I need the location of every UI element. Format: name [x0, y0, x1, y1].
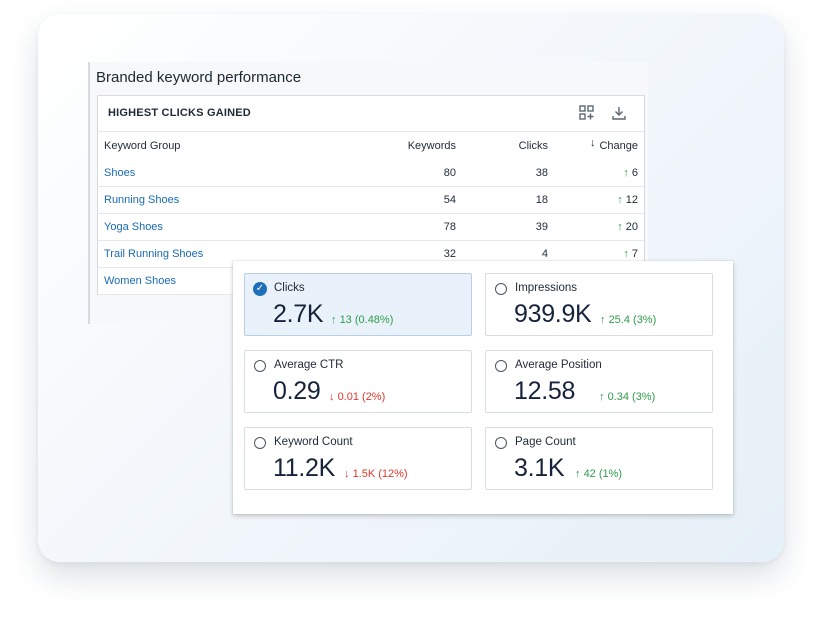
arrow-up-icon: ↑ [599, 391, 605, 403]
change-value: 20 [625, 221, 638, 233]
change-cell: ↑ 6 [554, 160, 644, 187]
col-clicks[interactable]: Clicks [518, 140, 548, 152]
change-cell: ↑ 12 [554, 186, 644, 214]
metric-card-impressions[interactable]: Impressions 939.9K ↑ 25.4 (3%) [485, 273, 713, 336]
arrow-up-icon: ↑ [617, 221, 623, 233]
radio-button[interactable] [254, 437, 266, 449]
metric-card-average-ctr[interactable]: Average CTR 0.29 ↓ 0.01 (2%) [244, 350, 472, 413]
keyword-group-link[interactable]: Running Shoes [104, 194, 180, 206]
table-row[interactable]: Running Shoes 54 18 ↑ 12 [98, 186, 644, 214]
metric-change-value: 0.01 (2%) [337, 391, 386, 403]
keywords-cell: 54 [350, 186, 462, 214]
metric-change-value: 1.5K (12%) [352, 468, 408, 480]
radio-button[interactable] [254, 360, 266, 372]
metric-change: ↑ 42 (1%) [575, 468, 622, 480]
metric-label: Impressions [515, 282, 577, 294]
metric-card-keyword-count[interactable]: Keyword Count 11.2K ↓ 1.5K (12%) [244, 427, 472, 490]
radio-button[interactable] [495, 283, 507, 295]
table-row[interactable]: Shoes 80 38 ↑ 6 [98, 160, 644, 187]
metric-change-value: 25.4 (3%) [608, 314, 657, 326]
radio-button[interactable] [495, 437, 507, 449]
arrow-down-icon: ↓ [344, 468, 350, 480]
change-cell: ↑ 20 [554, 213, 644, 241]
metric-change: ↑ 25.4 (3%) [600, 314, 656, 326]
metric-value: 939.9K [514, 300, 592, 328]
change-value: 6 [631, 167, 638, 179]
keywords-cell: 78 [350, 213, 462, 241]
keywords-cell: 80 [350, 160, 462, 187]
table-header-row: Keyword Group Keywords Clicks ↓ Change [98, 132, 644, 160]
metric-card-average-position[interactable]: Average Position 12.58 ↑ 0.34 (3%) [485, 350, 713, 413]
table-row[interactable]: Yoga Shoes 78 39 ↑ 20 [98, 213, 644, 241]
metric-change-value: 13 (0.48%) [339, 314, 394, 326]
change-value: 12 [625, 194, 638, 206]
arrow-up-icon: ↑ [623, 248, 629, 260]
metric-value: 2.7K [273, 300, 324, 328]
arrow-up-icon: ↑ [600, 314, 606, 326]
col-change-label: Change [599, 140, 638, 152]
table-row[interactable]: Trail Running Shoes 32 4 ↑ 7 [98, 240, 644, 268]
col-keyword-group[interactable]: Keyword Group [104, 140, 181, 152]
keyword-table: Keyword Group Keywords Clicks ↓ Change Sh… [98, 132, 644, 295]
metric-label: Keyword Count [274, 436, 353, 448]
keyword-group-link[interactable]: Yoga Shoes [104, 221, 163, 233]
metric-change: ↓ 0.01 (2%) [329, 391, 385, 403]
radio-button[interactable] [495, 360, 507, 372]
arrow-up-icon: ↑ [331, 314, 337, 326]
metric-change: ↑ 13 (0.48%) [331, 314, 393, 326]
card-title: HIGHEST CLICKS GAINED [108, 107, 251, 119]
arrow-down-icon: ↓ [329, 391, 335, 403]
metric-value: 3.1K [514, 454, 565, 482]
change-value: 7 [631, 248, 638, 260]
clicks-cell: 18 [462, 186, 554, 214]
arrow-up-icon: ↑ [623, 167, 629, 179]
metric-card-clicks[interactable]: ✓ Clicks 2.7K ↑ 13 (0.48%) [244, 273, 472, 336]
keyword-group-link[interactable]: Trail Running Shoes [104, 248, 204, 260]
metric-change: ↑ 0.34 (3%) [599, 391, 655, 403]
metric-label: Page Count [515, 436, 576, 448]
keyword-group-link[interactable]: Shoes [104, 167, 136, 179]
col-keywords[interactable]: Keywords [407, 140, 456, 152]
arrow-up-icon: ↑ [575, 468, 581, 480]
sort-desc-icon: ↓ [589, 137, 596, 149]
metric-label: Clicks [274, 282, 305, 294]
checked-radio-icon[interactable]: ✓ [253, 282, 267, 296]
card-header: HIGHEST CLICKS GAINED [98, 96, 644, 132]
metric-card-page-count[interactable]: Page Count 3.1K ↑ 42 (1%) [485, 427, 713, 490]
clicks-cell: 39 [462, 213, 554, 241]
metric-change-value: 0.34 (3%) [607, 391, 656, 403]
metric-change-value: 42 (1%) [583, 468, 623, 480]
grid-add-icon[interactable] [578, 104, 596, 122]
clicks-cell: 38 [462, 160, 554, 187]
panel-title: Branded keyword performance [96, 69, 302, 86]
metric-value: 12.58 [514, 377, 576, 405]
metric-label: Average CTR [274, 359, 344, 371]
arrow-up-icon: ↑ [617, 194, 623, 206]
metric-value: 0.29 [273, 377, 321, 405]
metric-value: 11.2K [273, 454, 335, 482]
metric-change: ↓ 1.5K (12%) [344, 468, 408, 480]
metrics-panel: ✓ Clicks 2.7K ↑ 13 (0.48%) Impressions 939.9K… [233, 261, 733, 514]
metric-label: Average Position [515, 359, 602, 371]
download-icon[interactable] [610, 104, 628, 122]
keyword-group-link[interactable]: Women Shoes [104, 275, 176, 287]
col-change[interactable]: ↓ Change [554, 132, 644, 160]
